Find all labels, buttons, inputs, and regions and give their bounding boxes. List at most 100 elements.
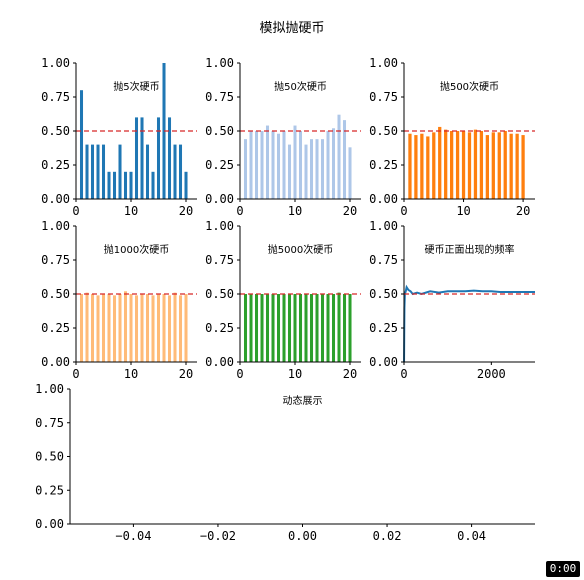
bar [112, 171, 117, 199]
x-tick-label: 20 [179, 367, 193, 381]
bar [331, 128, 336, 199]
bar [140, 117, 144, 199]
y-tick-label: 0.00 [41, 192, 70, 206]
bar [287, 294, 292, 362]
x-tick-label: 10 [124, 367, 138, 381]
y-tick-label: 0.75 [41, 90, 70, 104]
bar [249, 294, 253, 362]
bar [414, 135, 418, 199]
subplot-title: 硬币正面出现的频率 [425, 243, 515, 256]
bar [420, 133, 424, 199]
bar [134, 295, 139, 362]
subplot-2: 0.00 0.25 0.50 0.75 1.00 0 10 20 抛50次硬币 [205, 56, 361, 218]
subplot-title: 抛50次硬币 [274, 80, 327, 93]
subplot-title: 抛500次硬币 [440, 80, 499, 93]
bar [450, 131, 454, 199]
subplot-title: 动态展示 [283, 394, 323, 407]
subplot-title: 抛1000次硬币 [104, 243, 169, 256]
y-tick-label: 0.25 [369, 158, 398, 172]
bar [79, 90, 84, 199]
bar [123, 171, 128, 199]
bar [112, 295, 117, 362]
y-tick-label: 1.00 [369, 219, 398, 233]
x-tick-label: 0.04 [457, 529, 486, 543]
figure-title: 模拟抛硬币 [259, 21, 324, 36]
y-tick-label: 1.00 [205, 56, 234, 70]
bar [178, 295, 183, 362]
bar [515, 133, 519, 199]
bar [287, 144, 292, 199]
bar [134, 117, 139, 199]
bar [129, 171, 133, 199]
bar [162, 294, 166, 362]
panels: 0.000.250.500.751.000 10 20抛5次硬币0.000.250.… [35, 56, 535, 543]
bar [265, 125, 270, 199]
bar [167, 117, 172, 199]
bar [151, 295, 155, 362]
bar [260, 131, 264, 199]
bar [315, 294, 319, 362]
bar [342, 294, 347, 362]
y-tick-label: 0.75 [41, 253, 70, 267]
x-tick-label: 20 [516, 204, 530, 218]
x-tick-label: 2000 [477, 367, 506, 381]
bar [461, 131, 466, 199]
bar [118, 144, 122, 199]
bar [167, 295, 172, 362]
y-tick-label: 0.50 [41, 287, 70, 301]
y-tick-label: 0.50 [35, 450, 64, 464]
bar [178, 144, 183, 199]
bar [101, 144, 106, 199]
bar [243, 139, 248, 199]
bar [107, 294, 111, 362]
bar [243, 294, 248, 362]
bar [444, 129, 448, 199]
x-tick-label: 0 [400, 367, 407, 381]
x-tick-label: 20 [343, 367, 357, 381]
subplot-4: 0.00 0.25 0.50 0.75 1.00 0 10 20 抛1000次硬币 [41, 219, 197, 381]
x-tick-label: 10 [288, 367, 302, 381]
y-tick-label: 1.00 [369, 56, 398, 70]
bar [145, 144, 150, 199]
timer-badge: 0:00 [546, 561, 580, 577]
subplot-5: 0.00 0.25 0.50 0.75 1.00 0 10 20 抛5000次硬币 [205, 219, 361, 381]
bar [455, 131, 460, 199]
bar [145, 294, 150, 362]
y-tick-label: 0.00 [41, 355, 70, 369]
bar [348, 147, 352, 199]
x-tick-label: 10 [288, 204, 302, 218]
bar [497, 132, 501, 199]
bar [254, 131, 259, 199]
bar [276, 133, 281, 199]
y-tick-label: 1.00 [35, 382, 64, 396]
bar [438, 126, 442, 199]
bar [271, 294, 275, 362]
bar [173, 292, 177, 362]
x-tick-label: 0 [236, 367, 243, 381]
y-tick-label: 0.00 [205, 192, 234, 206]
bar [337, 114, 341, 199]
y-tick-label: 0.00 [369, 355, 398, 369]
x-tick-label: 10 [124, 204, 138, 218]
bar [293, 125, 297, 199]
bar [123, 291, 128, 362]
bar [426, 136, 430, 199]
bar [265, 294, 270, 362]
bar [304, 144, 308, 199]
bar [156, 117, 161, 199]
bar [260, 294, 264, 362]
x-tick-label: 10 [456, 204, 470, 218]
bar [79, 294, 84, 362]
bar [326, 294, 330, 362]
x-tick-label: −0.04 [115, 529, 151, 543]
bar [282, 131, 286, 199]
bar [254, 294, 259, 362]
bar [156, 294, 161, 362]
bar [293, 294, 297, 362]
y-tick-label: 0.75 [369, 90, 398, 104]
y-tick-label: 0.50 [205, 124, 234, 138]
subplot-6: 0.00 0.25 0.50 0.75 1.00 0 2000 硬币正面出现的频率 [369, 219, 535, 381]
bar [140, 294, 144, 362]
bar [479, 131, 484, 199]
